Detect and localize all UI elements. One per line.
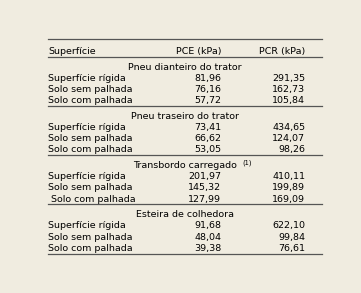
Text: 145,32: 145,32 [188,183,221,193]
Text: 199,89: 199,89 [272,183,305,193]
Text: PCR (kPa): PCR (kPa) [259,47,305,56]
Text: 81,96: 81,96 [194,74,221,83]
Text: 66,62: 66,62 [194,134,221,143]
Text: (1): (1) [242,159,252,166]
Text: 98,26: 98,26 [278,146,305,154]
Text: 622,10: 622,10 [272,222,305,230]
Text: 53,05: 53,05 [194,146,221,154]
Text: 39,38: 39,38 [194,243,221,253]
Text: 105,84: 105,84 [272,96,305,105]
Text: 410,11: 410,11 [272,172,305,181]
Text: 127,99: 127,99 [188,195,221,204]
Text: Transbordo carregado: Transbordo carregado [133,161,237,170]
Text: 76,16: 76,16 [194,85,221,94]
Text: 291,35: 291,35 [272,74,305,83]
Text: 124,07: 124,07 [272,134,305,143]
Text: Superfície rígida: Superfície rígida [48,123,126,132]
Text: 162,73: 162,73 [272,85,305,94]
Text: 201,97: 201,97 [188,172,221,181]
Text: Solo com palhada: Solo com palhada [48,96,132,105]
Text: 73,41: 73,41 [194,123,221,132]
Text: 434,65: 434,65 [272,123,305,132]
Text: Esteira de colhedora: Esteira de colhedora [136,210,234,219]
Text: 91,68: 91,68 [194,222,221,230]
Text: 48,04: 48,04 [194,233,221,241]
Text: Superfície: Superfície [48,47,96,56]
Text: PCE (kPa): PCE (kPa) [176,47,221,56]
Text: Solo com palhada: Solo com palhada [48,195,135,204]
Text: 99,84: 99,84 [278,233,305,241]
Text: Superfície rígida: Superfície rígida [48,222,126,230]
Text: Solo com palhada: Solo com palhada [48,146,132,154]
Text: Solo sem palhada: Solo sem palhada [48,233,132,241]
Text: Solo sem palhada: Solo sem palhada [48,134,132,143]
Text: 169,09: 169,09 [272,195,305,204]
Text: Solo com palhada: Solo com palhada [48,243,132,253]
Text: Pneu traseiro do trator: Pneu traseiro do trator [131,112,239,121]
Text: Solo sem palhada: Solo sem palhada [48,183,132,193]
Text: 76,61: 76,61 [278,243,305,253]
Text: Superfície rígida: Superfície rígida [48,172,126,181]
Text: Pneu dianteiro do trator: Pneu dianteiro do trator [128,63,242,72]
Text: Superfície rígida: Superfície rígida [48,74,126,83]
Text: Solo sem palhada: Solo sem palhada [48,85,132,94]
Text: 57,72: 57,72 [194,96,221,105]
